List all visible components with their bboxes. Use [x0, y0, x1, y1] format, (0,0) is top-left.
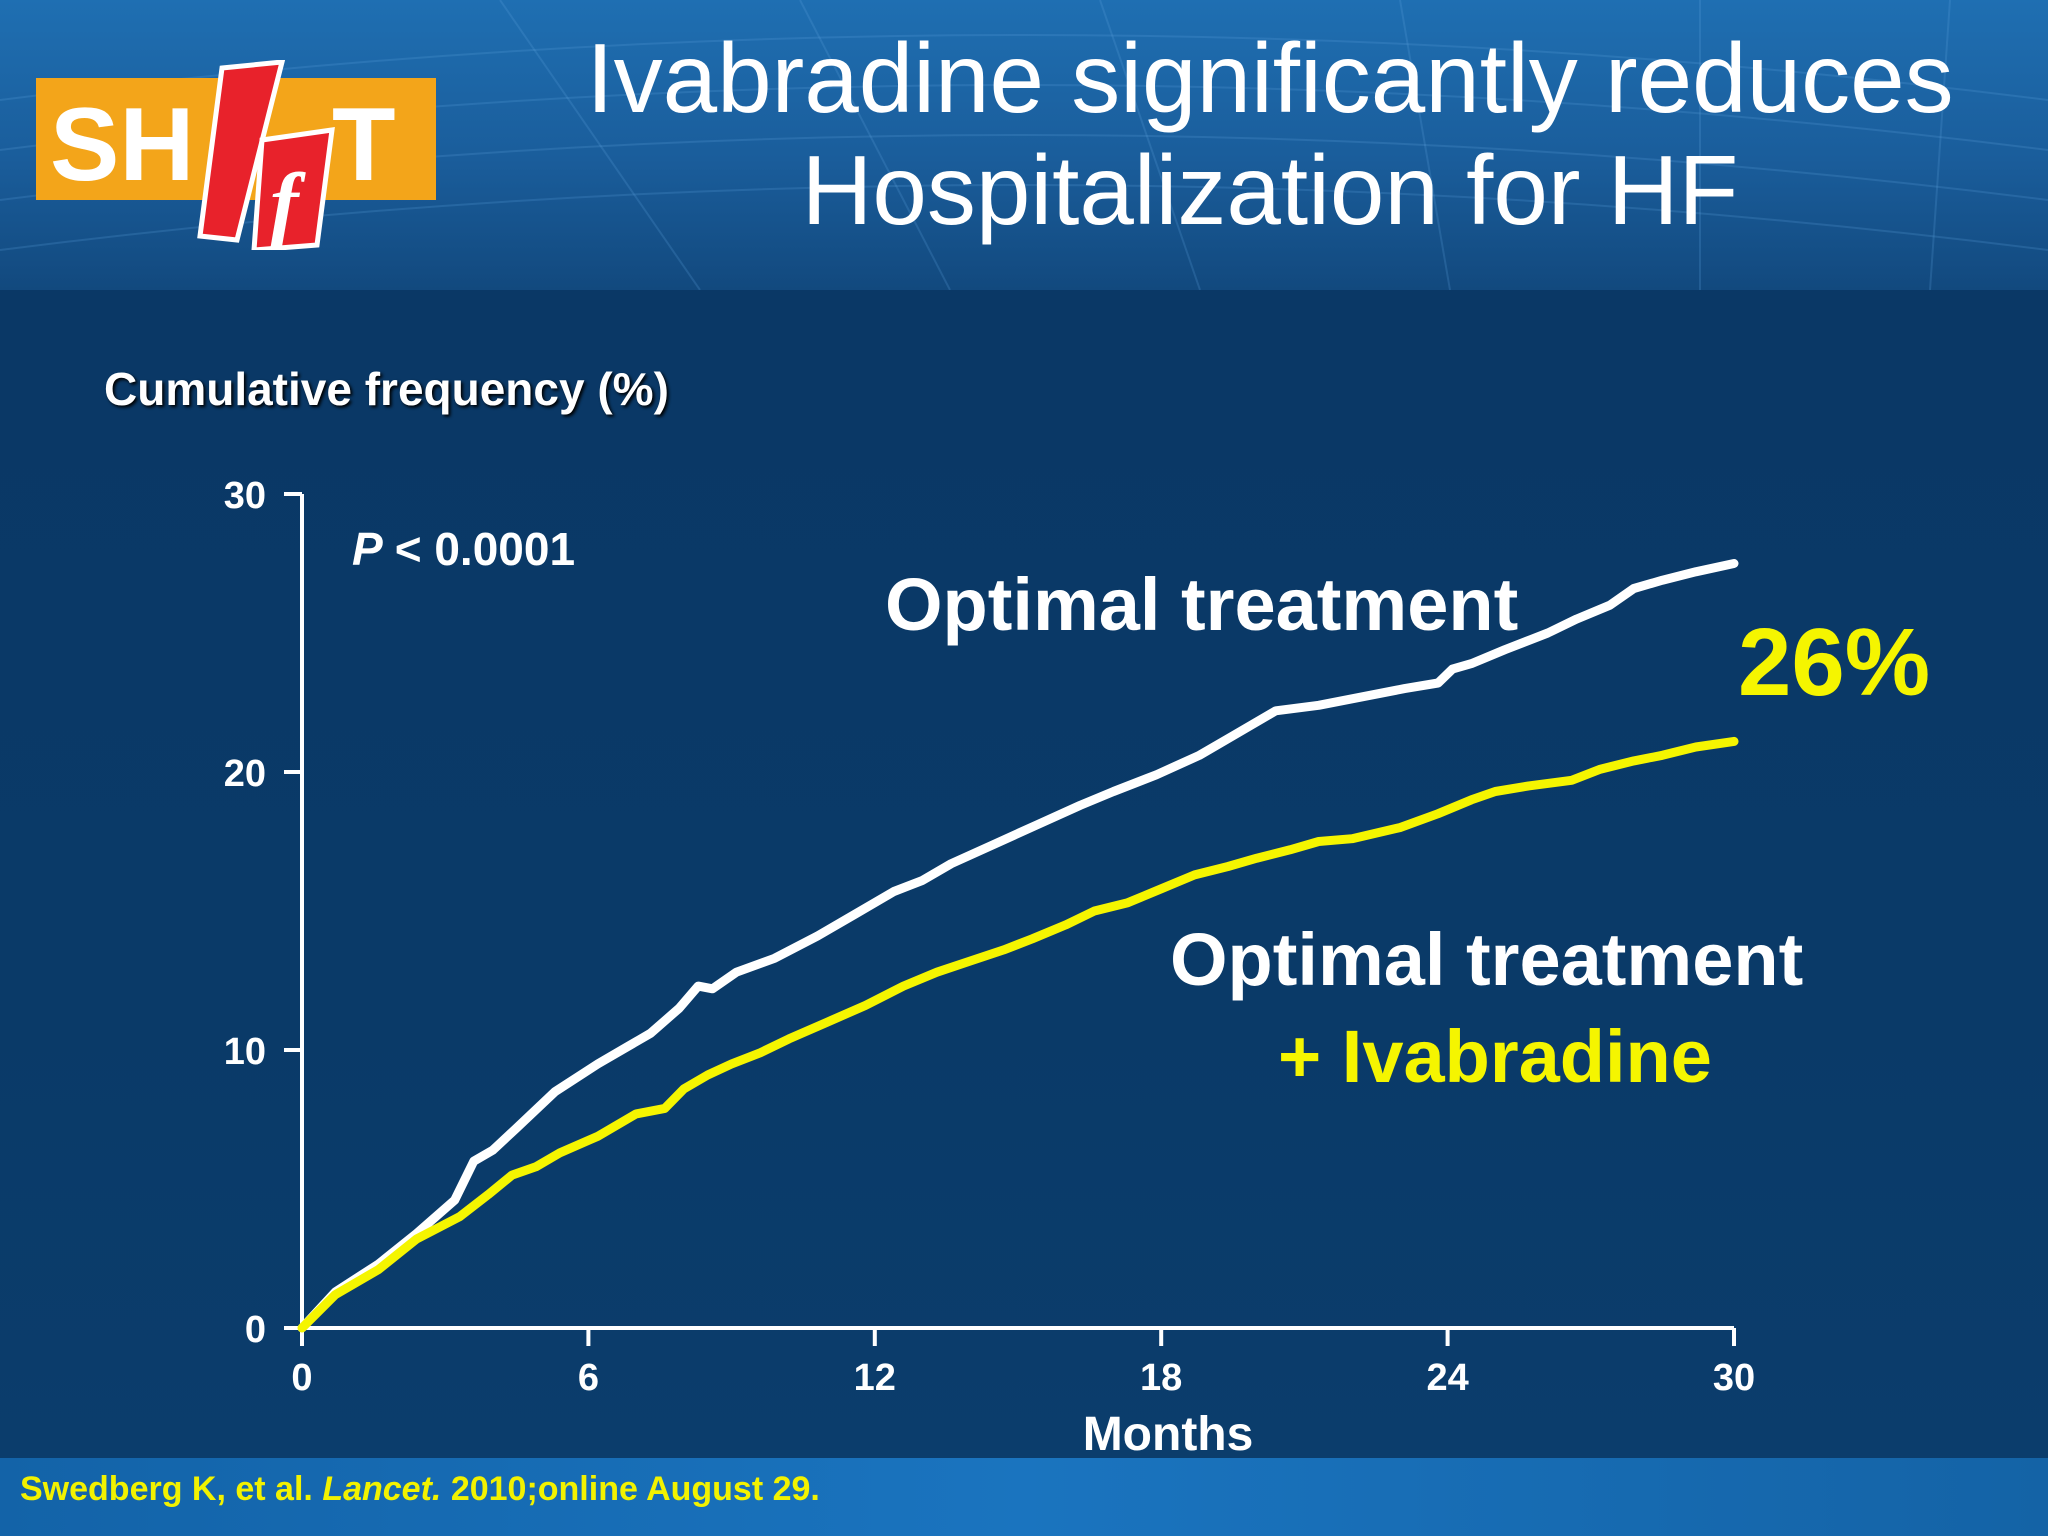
citation-authors: Swedberg K, et al. — [20, 1470, 313, 1508]
svg-text:T: T — [332, 87, 396, 203]
p-value-annotation: P < 0.0001 — [352, 523, 575, 575]
citation-journal: Lancet. — [322, 1470, 442, 1508]
y-tick-label: 10 — [224, 1031, 266, 1073]
shift-logo: SH f T — [36, 60, 436, 250]
series-line-optimal-treatment — [297, 559, 1739, 1333]
y-axis-label: Cumulative frequency (%) — [104, 363, 669, 415]
slide-header: SH f T Ivabradine significantly reduces … — [0, 0, 2048, 290]
x-axis-label: Months — [1083, 1408, 1254, 1458]
x-tick-label: 0 — [291, 1357, 312, 1399]
x-tick-label: 18 — [1140, 1357, 1182, 1399]
y-tick-label: 30 — [224, 475, 266, 517]
title-line-1: Ivabradine significantly reduces — [586, 23, 1954, 133]
label-ivabradine-line1: Optimal treatment — [1170, 918, 1803, 1001]
label-optimal-treatment: Optimal treatment — [885, 563, 1518, 646]
citation: Swedberg K, et al. Lancet. 2010;online A… — [20, 1470, 820, 1509]
title-line-2: Hospitalization for HF — [801, 135, 1739, 245]
p-value-symbol: P — [352, 523, 383, 575]
chart-area — [0, 290, 2048, 1458]
line-chart: 0 10 20 30 0 6 12 18 24 30 P < 0.0001 Optimal trea… — [224, 475, 1930, 1458]
series-lines — [297, 559, 1739, 1333]
x-tick-label: 12 — [854, 1357, 896, 1399]
reduction-percent: 26% — [1738, 609, 1930, 716]
footer-bar — [0, 1458, 2048, 1536]
svg-text:SH: SH — [50, 87, 194, 203]
series-line-ivabradine — [297, 736, 1739, 1333]
y-tick-label: 20 — [224, 753, 266, 795]
citation-details: 2010;online August 29. — [450, 1470, 820, 1508]
label-ivabradine-line2: + Ivabradine — [1278, 1015, 1712, 1098]
y-tick-label: 0 — [245, 1309, 266, 1351]
chart-labels: P < 0.0001 Optimal treatment 26% Optimal … — [352, 523, 1930, 1458]
p-value-text: < 0.0001 — [395, 523, 575, 575]
axes: 0 10 20 30 0 6 12 18 24 30 — [224, 475, 1755, 1399]
x-tick-label: 30 — [1713, 1357, 1755, 1399]
x-tick-label: 24 — [1426, 1357, 1468, 1399]
slide-title: Ivabradine significantly reduces Hospita… — [520, 22, 2020, 246]
x-tick-label: 6 — [578, 1357, 599, 1399]
